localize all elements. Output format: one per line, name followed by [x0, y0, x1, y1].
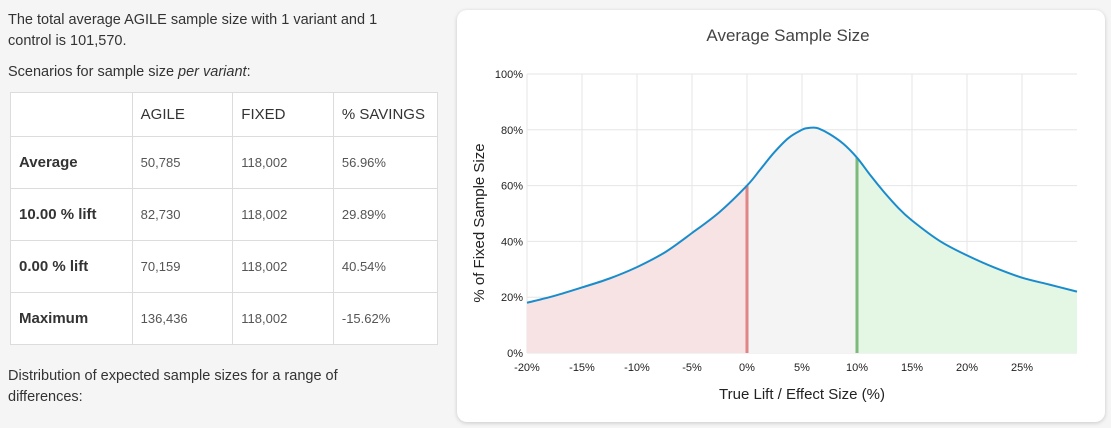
- scenarios-suffix: :: [246, 64, 251, 80]
- table-row: 10.00 % lift 82,730 118,002 29.89%: [10, 188, 439, 241]
- sample-size-curve: [526, 126, 1078, 304]
- y-tick-label: 20%: [501, 292, 523, 304]
- fixed-cell: 118,002: [232, 188, 334, 241]
- x-tick-label: 10%: [846, 362, 868, 374]
- distribution-text: Distribution of expected sample sizes fo…: [8, 368, 338, 405]
- summary-text: The total average AGILE sample size with…: [8, 12, 378, 49]
- y-tick-label: 60%: [501, 181, 523, 193]
- table-row: Average 50,785 118,002 56.96%: [10, 136, 439, 189]
- y-tick-label: 100%: [495, 69, 523, 81]
- savings-cell: 40.54%: [332, 240, 439, 293]
- x-tick-label: -5%: [682, 362, 702, 374]
- scenarios-prefix: Scenarios for sample size: [8, 64, 179, 80]
- fixed-cell: 118,002: [232, 240, 334, 293]
- y-tick-label: 40%: [501, 236, 523, 248]
- table-row: Maximum 136,436 118,002 -15.62%: [10, 292, 439, 345]
- x-tick-label: 20%: [956, 362, 978, 374]
- x-tick-label: -10%: [624, 362, 650, 374]
- x-tick-label: 15%: [901, 362, 923, 374]
- fixed-cell: 118,002: [232, 292, 334, 345]
- savings-cell: 56.96%: [332, 136, 439, 189]
- x-tick-label: -20%: [514, 362, 540, 374]
- agile-cell: 136,436: [131, 292, 234, 345]
- sample-size-table: AGILE FIXED % SAVINGS Average 50,785 118…: [10, 92, 439, 345]
- y-axis-label: % of Fixed Sample Size: [471, 143, 488, 302]
- fixed-cell: 118,002: [232, 136, 334, 189]
- shaded-region: [747, 127, 857, 353]
- x-tick-label: -15%: [569, 362, 595, 374]
- table-header-fixed: FIXED: [232, 92, 334, 137]
- shaded-region: [857, 157, 1077, 353]
- table-row: 0.00 % lift 70,159 118,002 40.54%: [10, 240, 439, 293]
- row-label: Average: [10, 136, 133, 189]
- sample-size-chart: Average Sample Size 0% 20% 40% 60% 80% 100% -2…: [471, 26, 1078, 403]
- y-tick-label: 80%: [501, 125, 523, 137]
- y-tick-label: 0%: [507, 348, 523, 360]
- chart-card: Average Sample Size 0% 20% 40% 60% 80% 100% -2…: [457, 10, 1105, 422]
- savings-cell: 29.89%: [332, 188, 439, 241]
- table-header-empty: [10, 92, 133, 137]
- row-label: Maximum: [10, 292, 133, 345]
- agile-cell: 82,730: [131, 188, 234, 241]
- shaded-region: [527, 185, 747, 353]
- row-label: 0.00 % lift: [10, 240, 133, 293]
- x-tick-label: 5%: [794, 362, 810, 374]
- scenarios-emphasis: per variant: [178, 64, 247, 80]
- agile-cell: 50,785: [131, 136, 234, 189]
- row-label: 10.00 % lift: [10, 188, 133, 241]
- scenarios-label: Scenarios for sample size per variant:: [8, 64, 251, 80]
- table-header-agile: AGILE: [131, 92, 234, 137]
- table-header-savings: % SAVINGS: [332, 92, 439, 137]
- x-tick-label: 0%: [739, 362, 755, 374]
- x-axis-label: True Lift / Effect Size (%): [719, 386, 885, 403]
- savings-cell: -15.62%: [332, 292, 439, 345]
- chart-title: Average Sample Size: [706, 26, 869, 45]
- agile-cell: 70,159: [131, 240, 234, 293]
- x-tick-label: 25%: [1011, 362, 1033, 374]
- table-header-row: AGILE FIXED % SAVINGS: [10, 92, 439, 137]
